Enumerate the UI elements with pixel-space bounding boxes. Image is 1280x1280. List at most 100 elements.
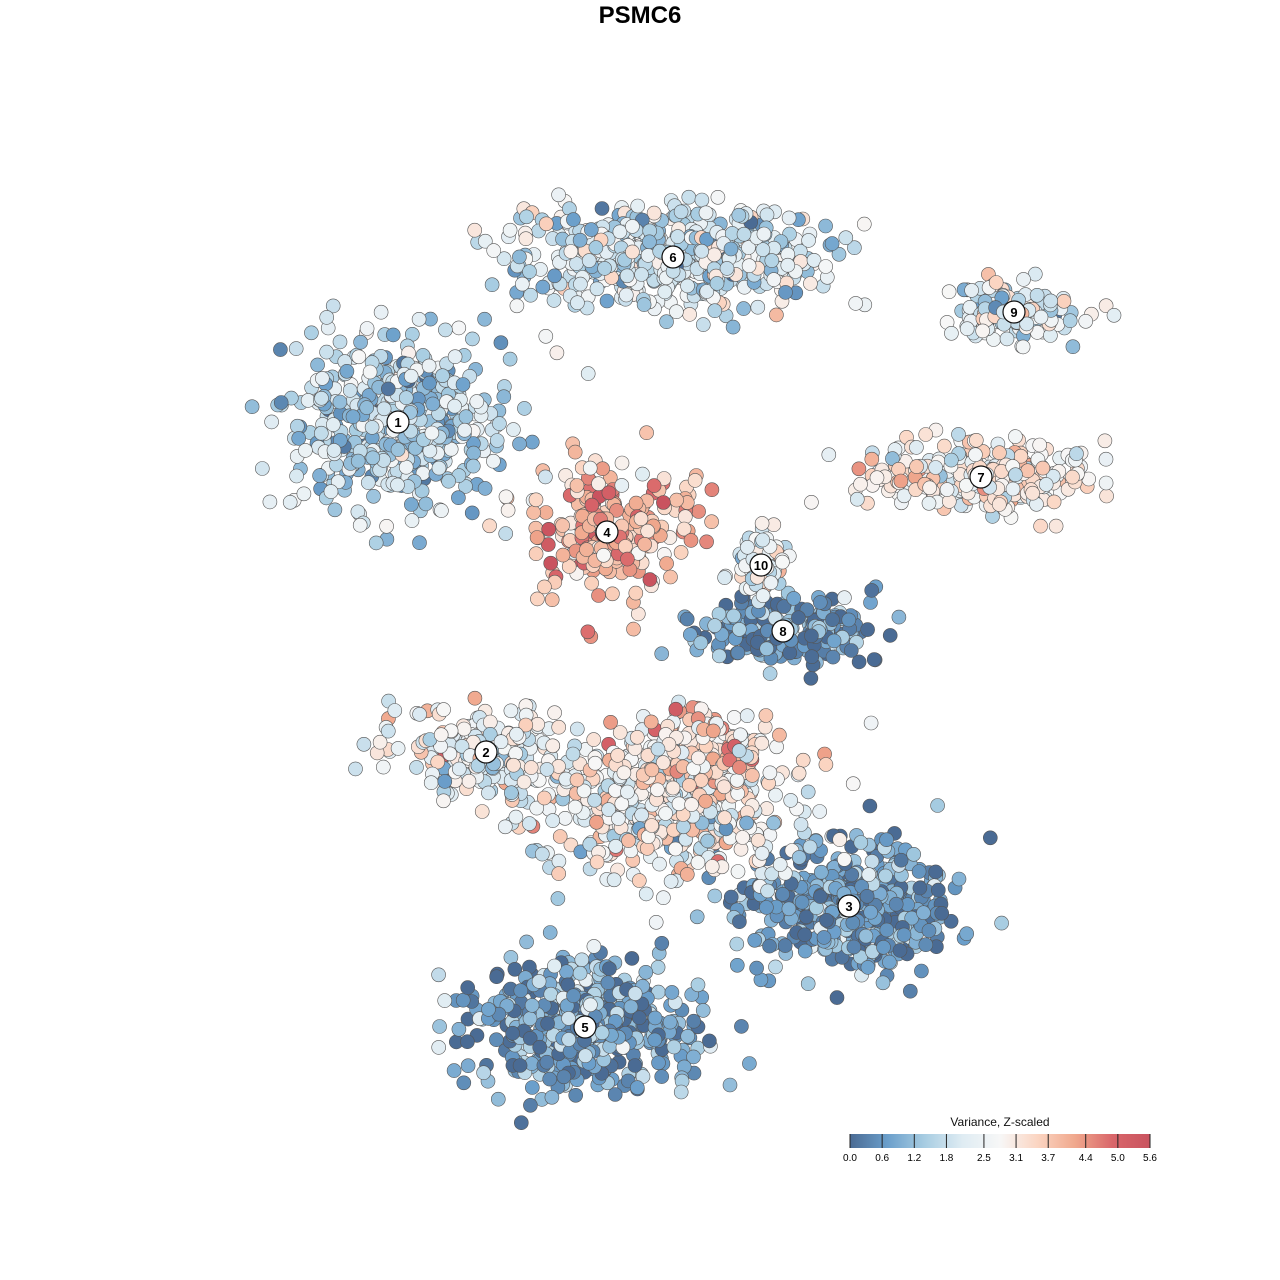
cell-point <box>1008 467 1023 483</box>
cell-point <box>583 222 599 237</box>
cell-point <box>625 219 640 234</box>
cell-point <box>762 765 778 781</box>
cell-point <box>518 717 534 733</box>
cell-point <box>844 867 860 883</box>
cell-point <box>403 368 419 384</box>
cell-point <box>497 819 513 835</box>
cell-point <box>380 381 396 397</box>
cell-point <box>859 888 875 904</box>
cell-point <box>636 297 652 312</box>
cell-point <box>421 358 437 374</box>
cell-point <box>512 436 527 452</box>
cell-point <box>780 257 796 273</box>
cell-point <box>648 914 664 930</box>
cell-point <box>493 734 509 750</box>
cell-point <box>633 511 649 527</box>
cell-point <box>530 591 545 607</box>
cluster-labels-layer: 1 2 3 4 5 6 7 8 9 10 <box>386 245 1026 1039</box>
cell-point <box>458 479 473 494</box>
cell-point <box>747 932 763 948</box>
cell-point <box>490 1091 506 1107</box>
cell-point <box>1099 488 1114 504</box>
cell-point <box>513 983 529 998</box>
cell-point <box>1062 313 1078 329</box>
cell-point <box>891 609 907 625</box>
cell-point <box>791 850 807 865</box>
cell-point <box>731 743 747 759</box>
cell-point <box>704 482 720 498</box>
cell-point <box>730 864 746 879</box>
cell-point <box>314 371 330 386</box>
cluster-label-5: 5 <box>573 1015 597 1039</box>
cell-point <box>637 536 653 552</box>
cell-point <box>424 425 440 441</box>
cell-point <box>528 546 544 562</box>
cell-point <box>869 470 885 486</box>
cell-point <box>916 905 931 921</box>
cell-point <box>851 654 867 670</box>
cell-point <box>918 427 934 442</box>
cell-point <box>992 445 1007 461</box>
cell-point <box>523 287 538 303</box>
cell-point <box>446 1063 462 1078</box>
cell-point <box>768 787 783 803</box>
cell-point <box>706 247 722 263</box>
cell-point <box>909 440 924 455</box>
cell-point <box>550 891 566 906</box>
cell-point <box>569 478 585 493</box>
cell-point <box>853 835 869 850</box>
cell-point <box>538 328 554 344</box>
cell-point <box>594 201 610 216</box>
cell-point <box>339 363 355 379</box>
cell-point <box>725 319 741 335</box>
cell-point <box>621 833 636 848</box>
cell-point <box>244 399 260 415</box>
cell-point <box>566 988 581 1004</box>
cell-point <box>403 497 419 512</box>
cell-point <box>663 569 678 585</box>
cell-point <box>862 798 878 814</box>
cell-point <box>563 244 579 259</box>
cell-point <box>614 455 630 471</box>
cell-point <box>561 559 577 574</box>
cell-point <box>418 496 434 512</box>
cell-point <box>368 535 384 551</box>
cell-point <box>646 205 662 221</box>
cell-point <box>489 969 504 985</box>
legend-tick-label: 4.4 <box>1079 1153 1093 1164</box>
cell-point <box>826 633 842 649</box>
cell-point <box>944 325 959 341</box>
cell-point <box>628 585 644 601</box>
cell-point <box>432 1019 447 1034</box>
cell-point <box>606 872 622 888</box>
cell-point <box>458 409 474 425</box>
cell-point <box>959 926 975 942</box>
cell-point <box>456 721 472 737</box>
cell-point <box>686 1013 702 1029</box>
cell-point <box>496 389 512 405</box>
cell-point <box>540 537 556 552</box>
cell-point <box>801 233 816 248</box>
cell-point <box>538 216 554 232</box>
cell-point <box>686 1049 701 1065</box>
cell-point <box>864 451 880 467</box>
cell-point <box>412 706 427 722</box>
cell-point <box>436 793 451 809</box>
cell-point <box>623 999 639 1015</box>
cell-point <box>484 277 500 293</box>
cell-point <box>650 782 665 798</box>
cell-point <box>1029 287 1045 303</box>
cell-point <box>587 755 603 771</box>
cell-point <box>646 478 662 493</box>
cell-point <box>535 279 551 295</box>
cell-point <box>325 417 341 432</box>
cell-point <box>1097 433 1113 449</box>
cell-point <box>464 505 480 521</box>
cell-point <box>538 469 553 485</box>
cell-point <box>812 595 828 610</box>
cell-point <box>791 765 807 781</box>
cell-point <box>772 857 788 872</box>
cell-point <box>574 952 590 968</box>
cell-point <box>436 702 451 717</box>
cell-point <box>447 349 463 365</box>
